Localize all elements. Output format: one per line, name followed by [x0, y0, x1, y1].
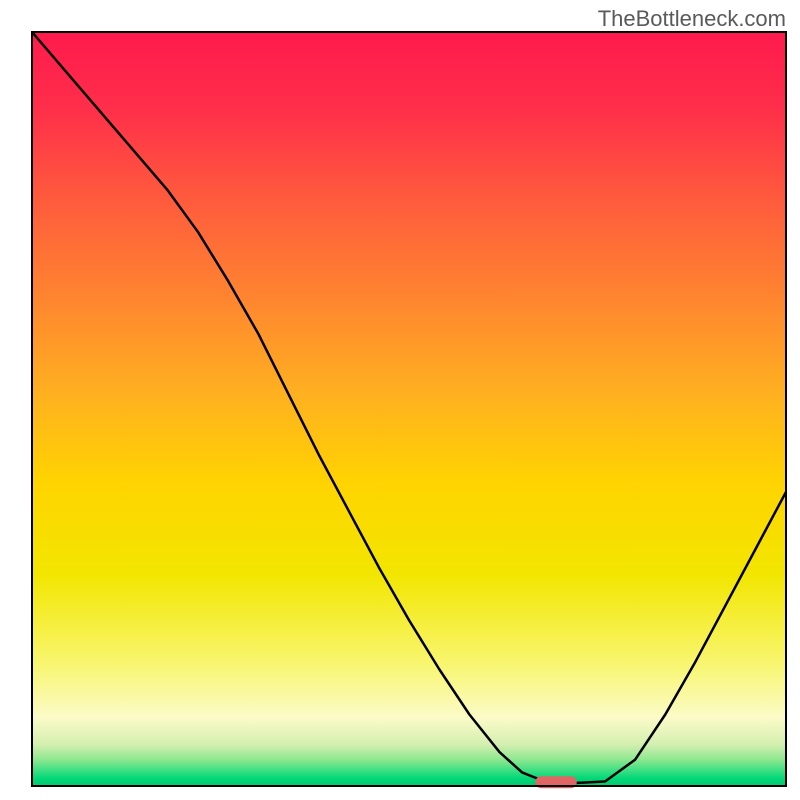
gradient-background — [32, 32, 786, 786]
chart-container: TheBottleneck.com — [0, 0, 800, 800]
bottleneck-chart — [0, 0, 800, 800]
watermark-text: TheBottleneck.com — [598, 6, 786, 32]
